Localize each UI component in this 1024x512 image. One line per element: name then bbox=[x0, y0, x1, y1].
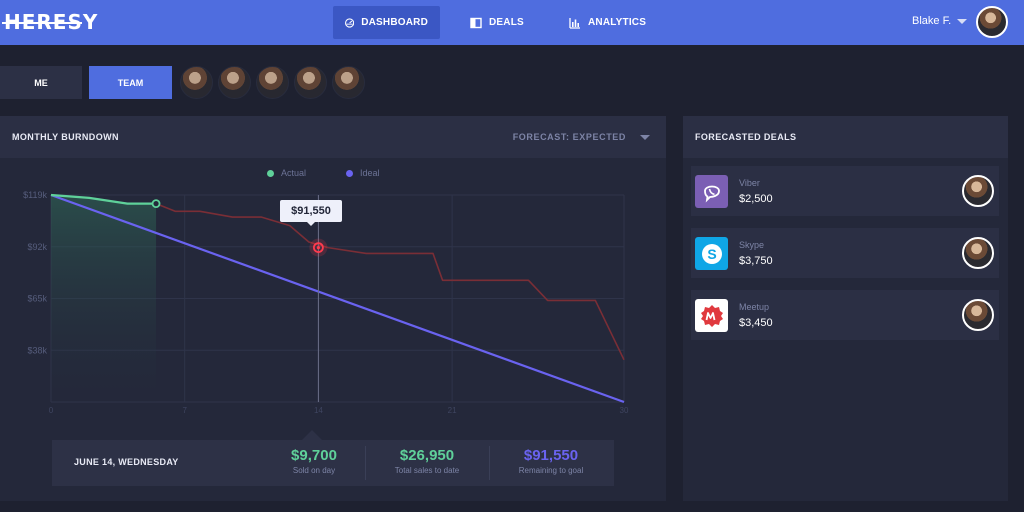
svg-text:S: S bbox=[707, 246, 716, 262]
highlight-point bbox=[312, 242, 324, 254]
scope-team-button[interactable]: TEAM bbox=[89, 66, 172, 99]
y-tick-label: $65k bbox=[27, 294, 47, 304]
team-member-avatar[interactable] bbox=[256, 66, 289, 99]
legend-ideal-label: Ideal bbox=[360, 168, 380, 178]
deal-amount: $2,500 bbox=[739, 193, 773, 205]
nav-analytics-label: ANALYTICS bbox=[588, 17, 647, 28]
stat-remaining: $91,550 Remaining to goal bbox=[489, 447, 613, 475]
x-tick-label: 14 bbox=[314, 406, 323, 415]
chart-shaded-region bbox=[51, 195, 157, 402]
chart-tooltip: $91,550 bbox=[280, 200, 342, 222]
deal-name: Skype bbox=[739, 240, 765, 250]
team-member-avatar[interactable] bbox=[218, 66, 251, 99]
stats-pointer bbox=[302, 430, 322, 440]
chart-tooltip-value: $91,550 bbox=[291, 205, 331, 217]
stats-divider bbox=[365, 446, 366, 480]
stat-sold-value: $9,700 bbox=[291, 447, 337, 464]
x-tick-label: 21 bbox=[448, 406, 457, 415]
nav-analytics[interactable]: ANALYTICS bbox=[557, 6, 658, 39]
y-axis-ticks: $119k $92k $65k $38k bbox=[23, 190, 47, 355]
legend-ideal-swatch bbox=[346, 170, 354, 178]
day-stats-card: JUNE 14, WEDNESDAY $9,700 Sold on day $2… bbox=[52, 440, 614, 486]
legend-actual[interactable]: Actual bbox=[267, 168, 306, 178]
forecasted-deals-header: FORECASTED DEALS bbox=[683, 116, 1008, 158]
forecast-select-value: FORECAST: EXPECTED bbox=[512, 132, 626, 142]
deal-owner-avatar[interactable] bbox=[962, 299, 994, 331]
ideal-series-line bbox=[50, 193, 625, 404]
burndown-header: MONTHLY BURNDOWN bbox=[0, 116, 666, 158]
forecast-select[interactable]: FORECAST: EXPECTED bbox=[513, 132, 650, 142]
deal-owner-avatar[interactable] bbox=[962, 237, 994, 269]
logo-strike-line bbox=[2, 22, 82, 24]
burndown-title: MONTHLY BURNDOWN bbox=[12, 132, 119, 142]
deal-name: Viber bbox=[739, 178, 760, 188]
deal-name: Meetup bbox=[739, 302, 770, 312]
actual-series-line bbox=[50, 193, 157, 205]
deal-card-skype[interactable]: S Skype $3,750 bbox=[691, 228, 999, 278]
deal-card-viber[interactable]: Viber $2,500 bbox=[691, 166, 999, 216]
user-avatar[interactable] bbox=[976, 6, 1008, 38]
nav-dashboard[interactable]: DASHBOARD bbox=[333, 6, 440, 39]
skype-icon: S bbox=[695, 237, 728, 270]
chart-legend: Actual Ideal bbox=[267, 168, 380, 178]
stat-remaining-value: $91,550 bbox=[523, 447, 579, 464]
stat-total-label: Total sales to date bbox=[394, 466, 460, 475]
y-tick-label: $119k bbox=[23, 190, 47, 200]
chart-series bbox=[50, 193, 625, 404]
stat-sold: $9,700 Sold on day bbox=[252, 447, 376, 475]
deal-card-meetup[interactable]: Meetup $3,450 bbox=[691, 290, 999, 340]
y-tick-label: $38k bbox=[27, 345, 47, 355]
scope-me-button[interactable]: ME bbox=[0, 66, 82, 99]
deal-owner-avatar[interactable] bbox=[962, 175, 994, 207]
deal-amount: $3,750 bbox=[739, 255, 773, 267]
viber-icon bbox=[695, 175, 728, 208]
x-tick-label: 0 bbox=[49, 406, 54, 415]
x-tick-label: 7 bbox=[182, 406, 187, 415]
team-member-avatar[interactable] bbox=[332, 66, 365, 99]
tooltip-pointer bbox=[306, 221, 316, 226]
user-name: Blake F. bbox=[912, 15, 952, 27]
stat-total: $26,950 Total sales to date bbox=[365, 447, 489, 475]
nav-deals[interactable]: DEALS bbox=[458, 6, 536, 39]
legend-ideal[interactable]: Ideal bbox=[346, 168, 380, 178]
x-tick-label: 30 bbox=[620, 406, 629, 415]
burndown-chart[interactable]: $119k $92k $65k $38k 0 7 14 21 30 bbox=[0, 180, 666, 420]
legend-actual-swatch bbox=[267, 170, 274, 178]
actual-area bbox=[51, 195, 157, 402]
highlight-point-center bbox=[316, 246, 320, 250]
team-avatars bbox=[180, 66, 365, 99]
team-member-avatar[interactable] bbox=[180, 66, 213, 99]
chevron-down-icon bbox=[640, 134, 650, 140]
dashboard-icon bbox=[345, 17, 355, 28]
x-axis-ticks: 0 7 14 21 30 bbox=[49, 406, 629, 415]
deal-amount: $3,450 bbox=[739, 317, 773, 329]
actual-end-marker bbox=[151, 199, 161, 209]
stat-sold-label: Sold on day bbox=[292, 466, 336, 475]
forecast-series-line bbox=[155, 202, 625, 361]
team-member-avatar[interactable] bbox=[294, 66, 327, 99]
chart-markers bbox=[151, 195, 328, 402]
analytics-icon bbox=[569, 17, 580, 29]
forecasted-deals-title: FORECASTED DEALS bbox=[695, 132, 797, 142]
nav-dashboard-label: DASHBOARD bbox=[361, 17, 428, 28]
user-menu[interactable]: Blake F. bbox=[912, 15, 968, 27]
stat-remaining-label: Remaining to goal bbox=[518, 466, 584, 475]
stats-divider bbox=[489, 446, 490, 480]
chevron-down-icon bbox=[957, 18, 968, 24]
stats-date: JUNE 14, WEDNESDAY bbox=[74, 457, 179, 467]
y-tick-label: $92k bbox=[27, 242, 47, 252]
legend-actual-label: Actual bbox=[281, 168, 307, 178]
stat-total-value: $26,950 bbox=[399, 447, 455, 464]
meetup-icon bbox=[695, 299, 728, 332]
deals-icon bbox=[470, 17, 482, 28]
nav-deals-label: DEALS bbox=[489, 17, 524, 28]
top-navigation-bar: HERESY DASHBOARD DEALS ANALYTICS Blake F… bbox=[0, 0, 1024, 45]
